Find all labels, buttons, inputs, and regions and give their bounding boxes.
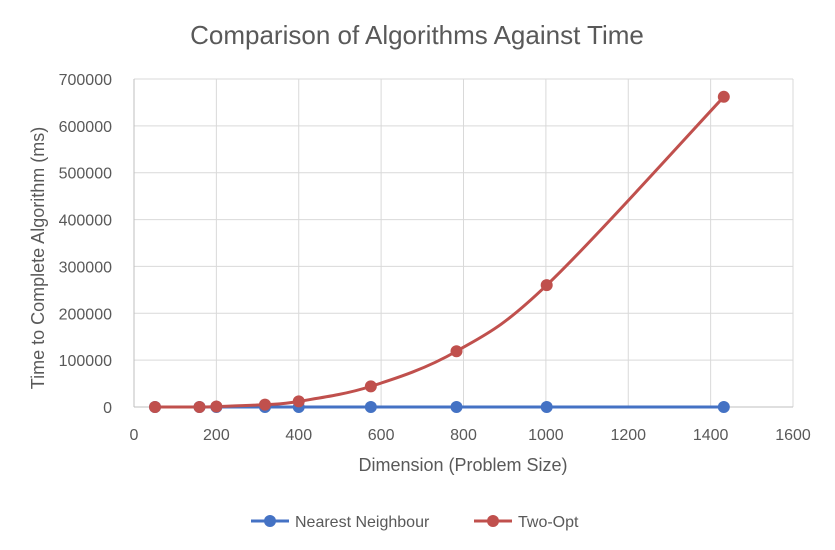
series-markers bbox=[149, 90, 730, 413]
legend-swatch-marker bbox=[264, 515, 276, 527]
legend-item-two-opt: Two-Opt bbox=[474, 514, 579, 531]
chart-title: Comparison of Algorithms Against Time bbox=[190, 20, 644, 50]
data-point-two-opt bbox=[258, 398, 271, 411]
x-axis-title: Dimension (Problem Size) bbox=[358, 455, 567, 475]
data-point-two-opt bbox=[210, 400, 223, 413]
x-tick-label: 400 bbox=[285, 427, 312, 444]
y-tick-label: 600000 bbox=[59, 119, 112, 136]
legend: Nearest Neighbour Two-Opt bbox=[251, 514, 579, 531]
y-tick-labels: 0 100000 200000 300000 400000 500000 600000 700… bbox=[59, 72, 112, 417]
data-point-two-opt bbox=[717, 90, 730, 103]
x-tick-label: 600 bbox=[368, 427, 395, 444]
y-axis-title: Time to Complete Algorithm (ms) bbox=[28, 127, 48, 389]
x-tick-label: 1200 bbox=[610, 427, 646, 444]
y-tick-label: 500000 bbox=[59, 166, 112, 183]
y-tick-label: 0 bbox=[103, 400, 112, 417]
data-point-nearest-neighbour bbox=[364, 401, 377, 413]
legend-item-nearest-neighbour: Nearest Neighbour bbox=[251, 514, 430, 531]
y-tick-label: 700000 bbox=[59, 72, 112, 89]
gridlines bbox=[133, 78, 794, 408]
data-point-nearest-neighbour bbox=[450, 401, 463, 413]
y-tick-label: 300000 bbox=[59, 259, 112, 276]
legend-label: Nearest Neighbour bbox=[295, 514, 430, 531]
x-tick-label: 1600 bbox=[775, 427, 811, 444]
x-tick-label: 0 bbox=[130, 427, 139, 444]
data-point-two-opt bbox=[193, 401, 206, 413]
data-point-nearest-neighbour bbox=[540, 401, 553, 413]
y-tick-label: 200000 bbox=[59, 306, 112, 323]
x-tick-label: 1000 bbox=[528, 427, 564, 444]
y-tick-label: 400000 bbox=[59, 213, 112, 230]
y-tick-label: 100000 bbox=[59, 353, 112, 370]
data-point-two-opt bbox=[292, 395, 305, 408]
x-tick-label: 800 bbox=[450, 427, 477, 444]
data-point-two-opt bbox=[149, 401, 162, 413]
x-tick-label: 1400 bbox=[693, 427, 729, 444]
data-point-nearest-neighbour bbox=[717, 401, 730, 413]
series-line-two-opt bbox=[155, 95, 725, 409]
data-point-two-opt bbox=[450, 345, 463, 358]
x-tick-labels: 0 200 400 600 800 1000 1200 1400 1600 bbox=[130, 427, 811, 444]
legend-swatch-marker bbox=[487, 515, 499, 527]
x-tick-label: 200 bbox=[203, 427, 230, 444]
legend-label: Two-Opt bbox=[518, 514, 579, 531]
data-point-two-opt bbox=[540, 279, 553, 292]
data-point-two-opt bbox=[364, 380, 377, 393]
